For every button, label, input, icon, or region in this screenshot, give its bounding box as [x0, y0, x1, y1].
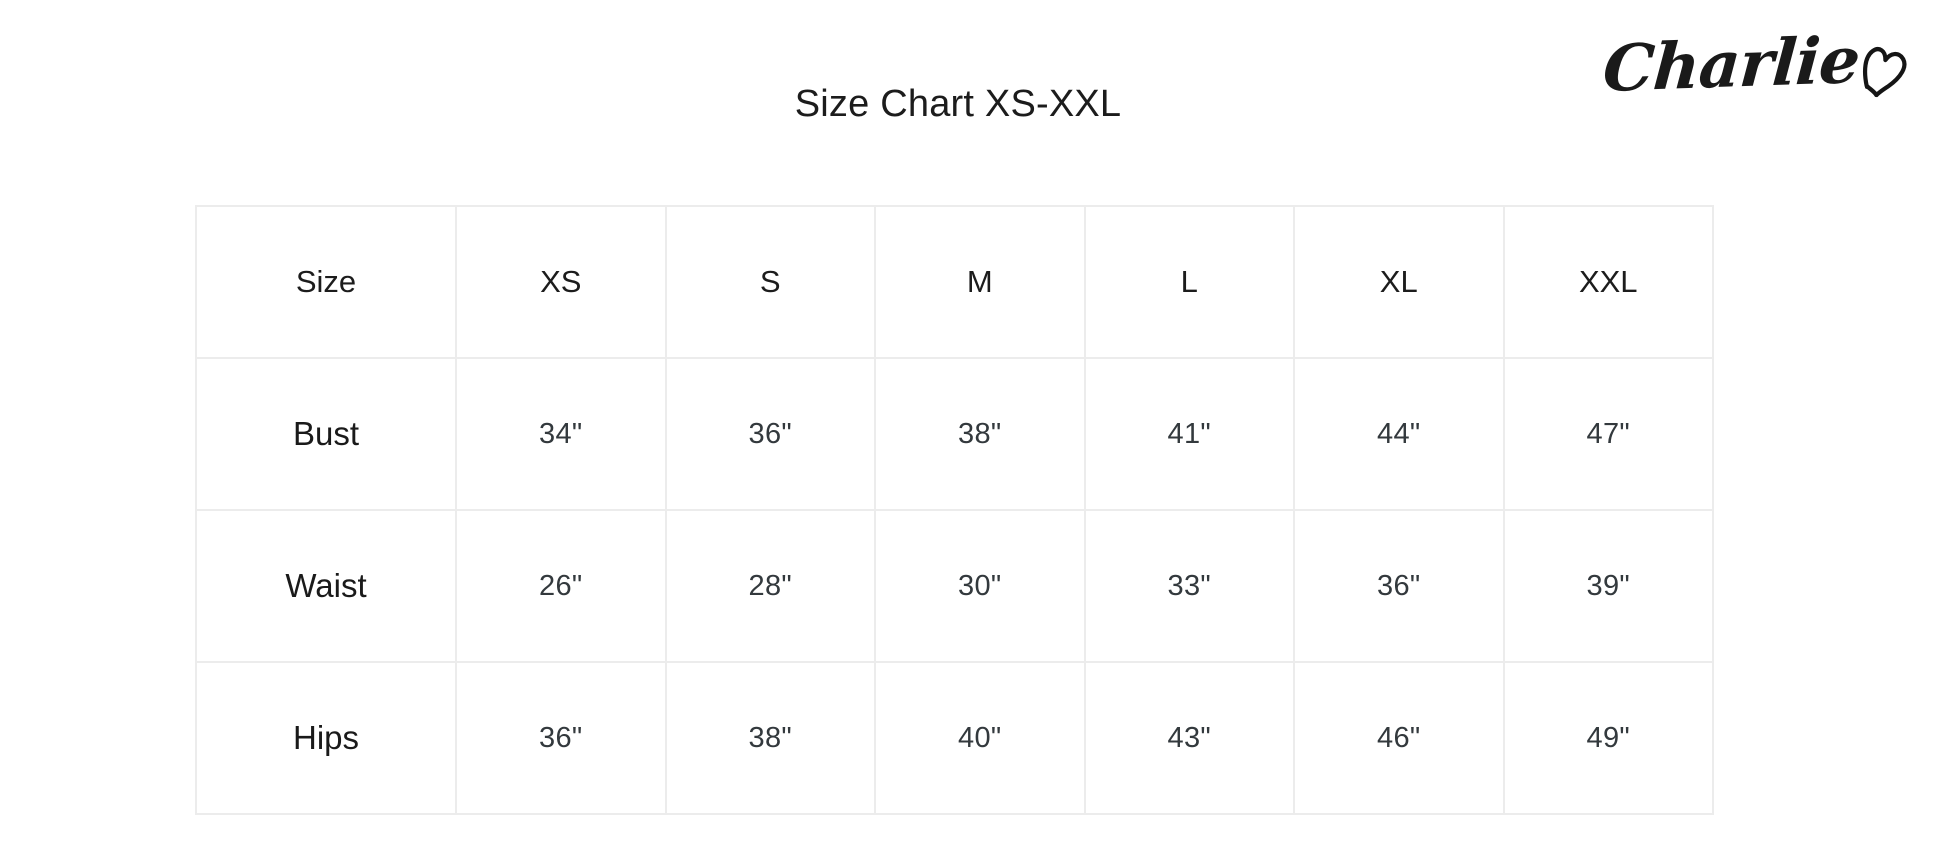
table-row: Waist 26" 28" 30" 33" 36" 39" — [196, 510, 1714, 663]
cell-bust-s: 36" — [665, 358, 876, 511]
column-header-s: S — [665, 206, 876, 359]
table-header-row: Size XS S M L XL XXL — [196, 206, 1714, 359]
row-label-waist: Waist — [196, 510, 457, 663]
cell-hips-xl: 46" — [1294, 662, 1505, 815]
size-chart-container: Size XS S M L XL XXL Bust 34" 36" 38" 41… — [195, 205, 1714, 815]
cell-hips-xs: 36" — [456, 662, 667, 815]
heart-outline-icon — [1858, 39, 1909, 101]
table-row: Bust 34" 36" 38" 41" 44" 47" — [196, 358, 1714, 511]
cell-waist-s: 28" — [665, 510, 876, 663]
cell-hips-m: 40" — [875, 662, 1086, 815]
table-row: Hips 36" 38" 40" 43" 46" 49" — [196, 662, 1714, 815]
column-header-size: Size — [196, 206, 457, 359]
cell-hips-s: 38" — [665, 662, 876, 815]
column-header-xs: XS — [456, 206, 667, 359]
row-label-bust: Bust — [196, 358, 457, 511]
cell-hips-l: 43" — [1084, 662, 1295, 815]
cell-waist-l: 33" — [1084, 510, 1295, 663]
column-header-xl: XL — [1294, 206, 1505, 359]
row-label-hips: Hips — [196, 662, 457, 815]
brand-logo: Charlie — [1601, 22, 1909, 118]
cell-bust-xl: 44" — [1294, 358, 1505, 511]
size-chart-table: Size XS S M L XL XXL Bust 34" 36" 38" 41… — [195, 205, 1714, 815]
cell-waist-xl: 36" — [1294, 510, 1505, 663]
column-header-xxl: XXL — [1503, 206, 1714, 359]
cell-waist-xs: 26" — [456, 510, 667, 663]
cell-bust-l: 41" — [1084, 358, 1295, 511]
page-title: Size Chart XS-XXL — [0, 82, 1946, 128]
cell-hips-xxl: 49" — [1503, 662, 1714, 815]
cell-bust-m: 38" — [875, 358, 1086, 511]
page-title-text: Size Chart XS-XXL — [794, 83, 1122, 125]
cell-waist-xxl: 39" — [1503, 510, 1714, 663]
column-header-m: M — [875, 206, 1086, 359]
cell-waist-m: 30" — [875, 510, 1086, 663]
cell-bust-xxl: 47" — [1503, 358, 1714, 511]
cell-bust-xs: 34" — [456, 358, 667, 511]
column-header-l: L — [1084, 206, 1295, 359]
